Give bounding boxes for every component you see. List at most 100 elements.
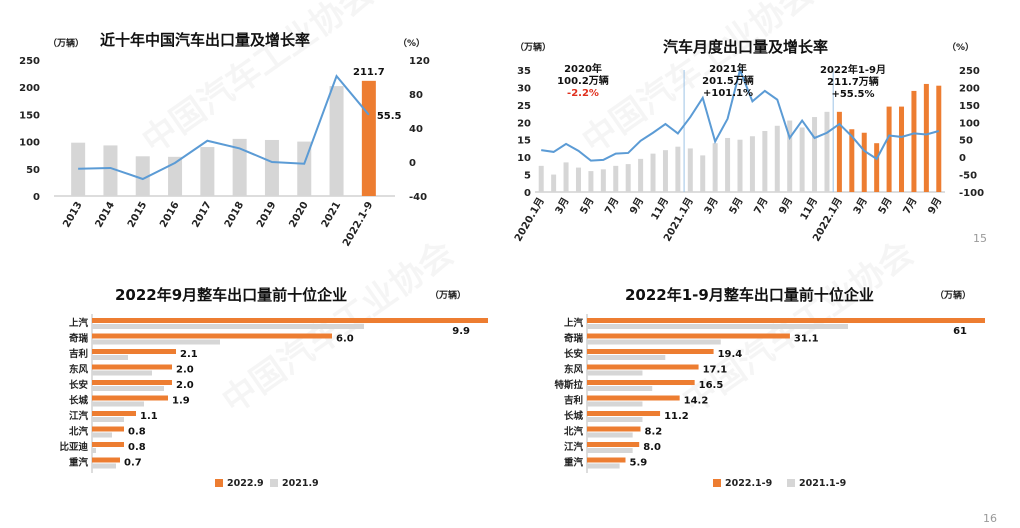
category-label: 长安 bbox=[564, 348, 584, 360]
bar bbox=[625, 164, 631, 192]
x-tick-label: 3月 bbox=[702, 196, 721, 217]
bar-current bbox=[587, 364, 699, 370]
bar bbox=[936, 85, 942, 192]
bar-current bbox=[587, 380, 695, 385]
data-label: 17.1 bbox=[703, 365, 728, 376]
y2-tick-label: 120 bbox=[409, 56, 430, 67]
data-label: 61 bbox=[953, 326, 967, 337]
x-tick-label: 2016 bbox=[158, 200, 181, 230]
bar-current bbox=[587, 349, 714, 354]
chart-title: 近十年中国汽车出口量及增长率 bbox=[100, 31, 310, 49]
y2-tick-label: 200 bbox=[959, 83, 980, 94]
category-label: 长城 bbox=[69, 395, 89, 407]
bar-current bbox=[587, 442, 640, 447]
y-axis-unit: （万辆） bbox=[48, 37, 84, 49]
bar-previous bbox=[587, 324, 848, 329]
bar bbox=[762, 131, 768, 192]
bar-previous bbox=[587, 417, 643, 422]
bar-previous bbox=[92, 370, 152, 376]
legend-swatch-previous bbox=[270, 479, 278, 487]
y-tick-label: 150 bbox=[19, 110, 40, 121]
y-tick-label: 10 bbox=[517, 153, 531, 164]
bar-current bbox=[92, 411, 136, 416]
category-label: 重汽 bbox=[564, 457, 584, 469]
bar-previous bbox=[587, 432, 633, 438]
bar-previous bbox=[587, 401, 643, 407]
category-label: 奇瑞 bbox=[564, 333, 584, 345]
chart-title: 2022年9月整车出口量前十位企业 bbox=[115, 286, 347, 304]
x-tick-label: 5月 bbox=[727, 196, 746, 217]
y-tick-label: 0 bbox=[33, 192, 40, 203]
y-tick-label: 0 bbox=[524, 188, 531, 199]
bar bbox=[836, 111, 842, 192]
annotation-year: 2022年1-9月 bbox=[820, 63, 886, 76]
bar-previous bbox=[587, 339, 721, 345]
bar bbox=[200, 147, 215, 196]
bar bbox=[563, 162, 569, 192]
data-label: 0.8 bbox=[128, 442, 146, 453]
category-label: 东风 bbox=[69, 364, 89, 376]
bar-previous bbox=[92, 339, 220, 345]
x-tick-label: 9月 bbox=[926, 196, 945, 217]
data-label: 2.0 bbox=[176, 380, 194, 391]
y-tick-label: 35 bbox=[517, 66, 531, 77]
y-axis-unit: （万辆） bbox=[515, 41, 551, 53]
annual-export-chart: 近十年中国汽车出口量及增长率 （万辆） （%） 0 50 100 150 200 250 -40 0… bbox=[0, 0, 500, 250]
category-label: 特斯拉 bbox=[554, 379, 583, 391]
bar-previous bbox=[92, 386, 164, 391]
bar bbox=[824, 111, 830, 192]
y-tick-label: 15 bbox=[517, 136, 531, 147]
bar-current bbox=[92, 333, 332, 339]
bar-current bbox=[587, 457, 626, 463]
y2-tick-label: 0 bbox=[409, 158, 416, 169]
category-label: 长城 bbox=[564, 410, 584, 422]
ytd-top10-chart: 2022年1-9月整车出口量前十位企业 （万辆） 上汽 61 奇瑞 31.1 长安 19.4 东… bbox=[505, 280, 1020, 528]
bar-current bbox=[587, 318, 985, 323]
data-label: 11.2 bbox=[664, 411, 689, 422]
x-tick-label: 2014 bbox=[94, 200, 117, 230]
legend-swatch-previous bbox=[787, 479, 795, 487]
bar bbox=[588, 171, 594, 192]
x-tick-label: 11月 bbox=[798, 196, 820, 223]
bar-current bbox=[92, 318, 488, 323]
bar bbox=[886, 106, 892, 192]
bar-current bbox=[92, 442, 124, 447]
bar bbox=[135, 156, 150, 196]
x-tick-label: 7月 bbox=[901, 196, 920, 217]
data-label: 31.1 bbox=[794, 334, 819, 345]
sept-top10-svg: 2022年9月整车出口量前十位企业 （万辆） 上汽 9.9 奇瑞 6.0 吉利 2.1 东风 2.… bbox=[59, 286, 488, 489]
chart-title: 汽车月度出口量及增长率 bbox=[663, 38, 828, 56]
y2-tick-label: 250 bbox=[959, 66, 980, 77]
data-label: 6.0 bbox=[336, 334, 354, 345]
bar bbox=[600, 169, 606, 192]
bar bbox=[812, 117, 818, 192]
x-tick-label: 2018 bbox=[223, 200, 246, 230]
data-label: 1.1 bbox=[140, 411, 158, 422]
x-tick-label: 7月 bbox=[602, 196, 621, 217]
bar-previous bbox=[92, 448, 96, 453]
x-tick-label: 11月 bbox=[649, 196, 671, 223]
x-tick-label: 2013 bbox=[61, 200, 84, 230]
bar-previous bbox=[587, 463, 620, 469]
category-label: 北汽 bbox=[69, 426, 89, 438]
bar-previous bbox=[587, 386, 653, 391]
bar-previous bbox=[587, 370, 643, 376]
page-number-bottom: 16 bbox=[983, 512, 997, 525]
bar bbox=[774, 125, 780, 192]
bar bbox=[613, 165, 619, 192]
category-label: 长安 bbox=[69, 379, 89, 391]
data-label: 8.2 bbox=[645, 427, 663, 438]
annotation-volume: 100.2万辆 bbox=[557, 74, 609, 87]
axis-unit: （万辆） bbox=[430, 289, 466, 301]
bar-current bbox=[587, 411, 661, 416]
page-number-top: 15 bbox=[973, 232, 987, 245]
bar bbox=[675, 146, 681, 192]
x-tick-label: 5月 bbox=[876, 196, 895, 217]
bar-current bbox=[587, 333, 790, 339]
x-tick-label: 5月 bbox=[578, 196, 597, 217]
x-tick-label: 2017 bbox=[190, 200, 213, 230]
annotation-year: 2020年 bbox=[564, 62, 602, 75]
growth-rate-line bbox=[78, 74, 370, 181]
bar bbox=[700, 155, 706, 192]
category-label: 上汽 bbox=[564, 317, 584, 329]
